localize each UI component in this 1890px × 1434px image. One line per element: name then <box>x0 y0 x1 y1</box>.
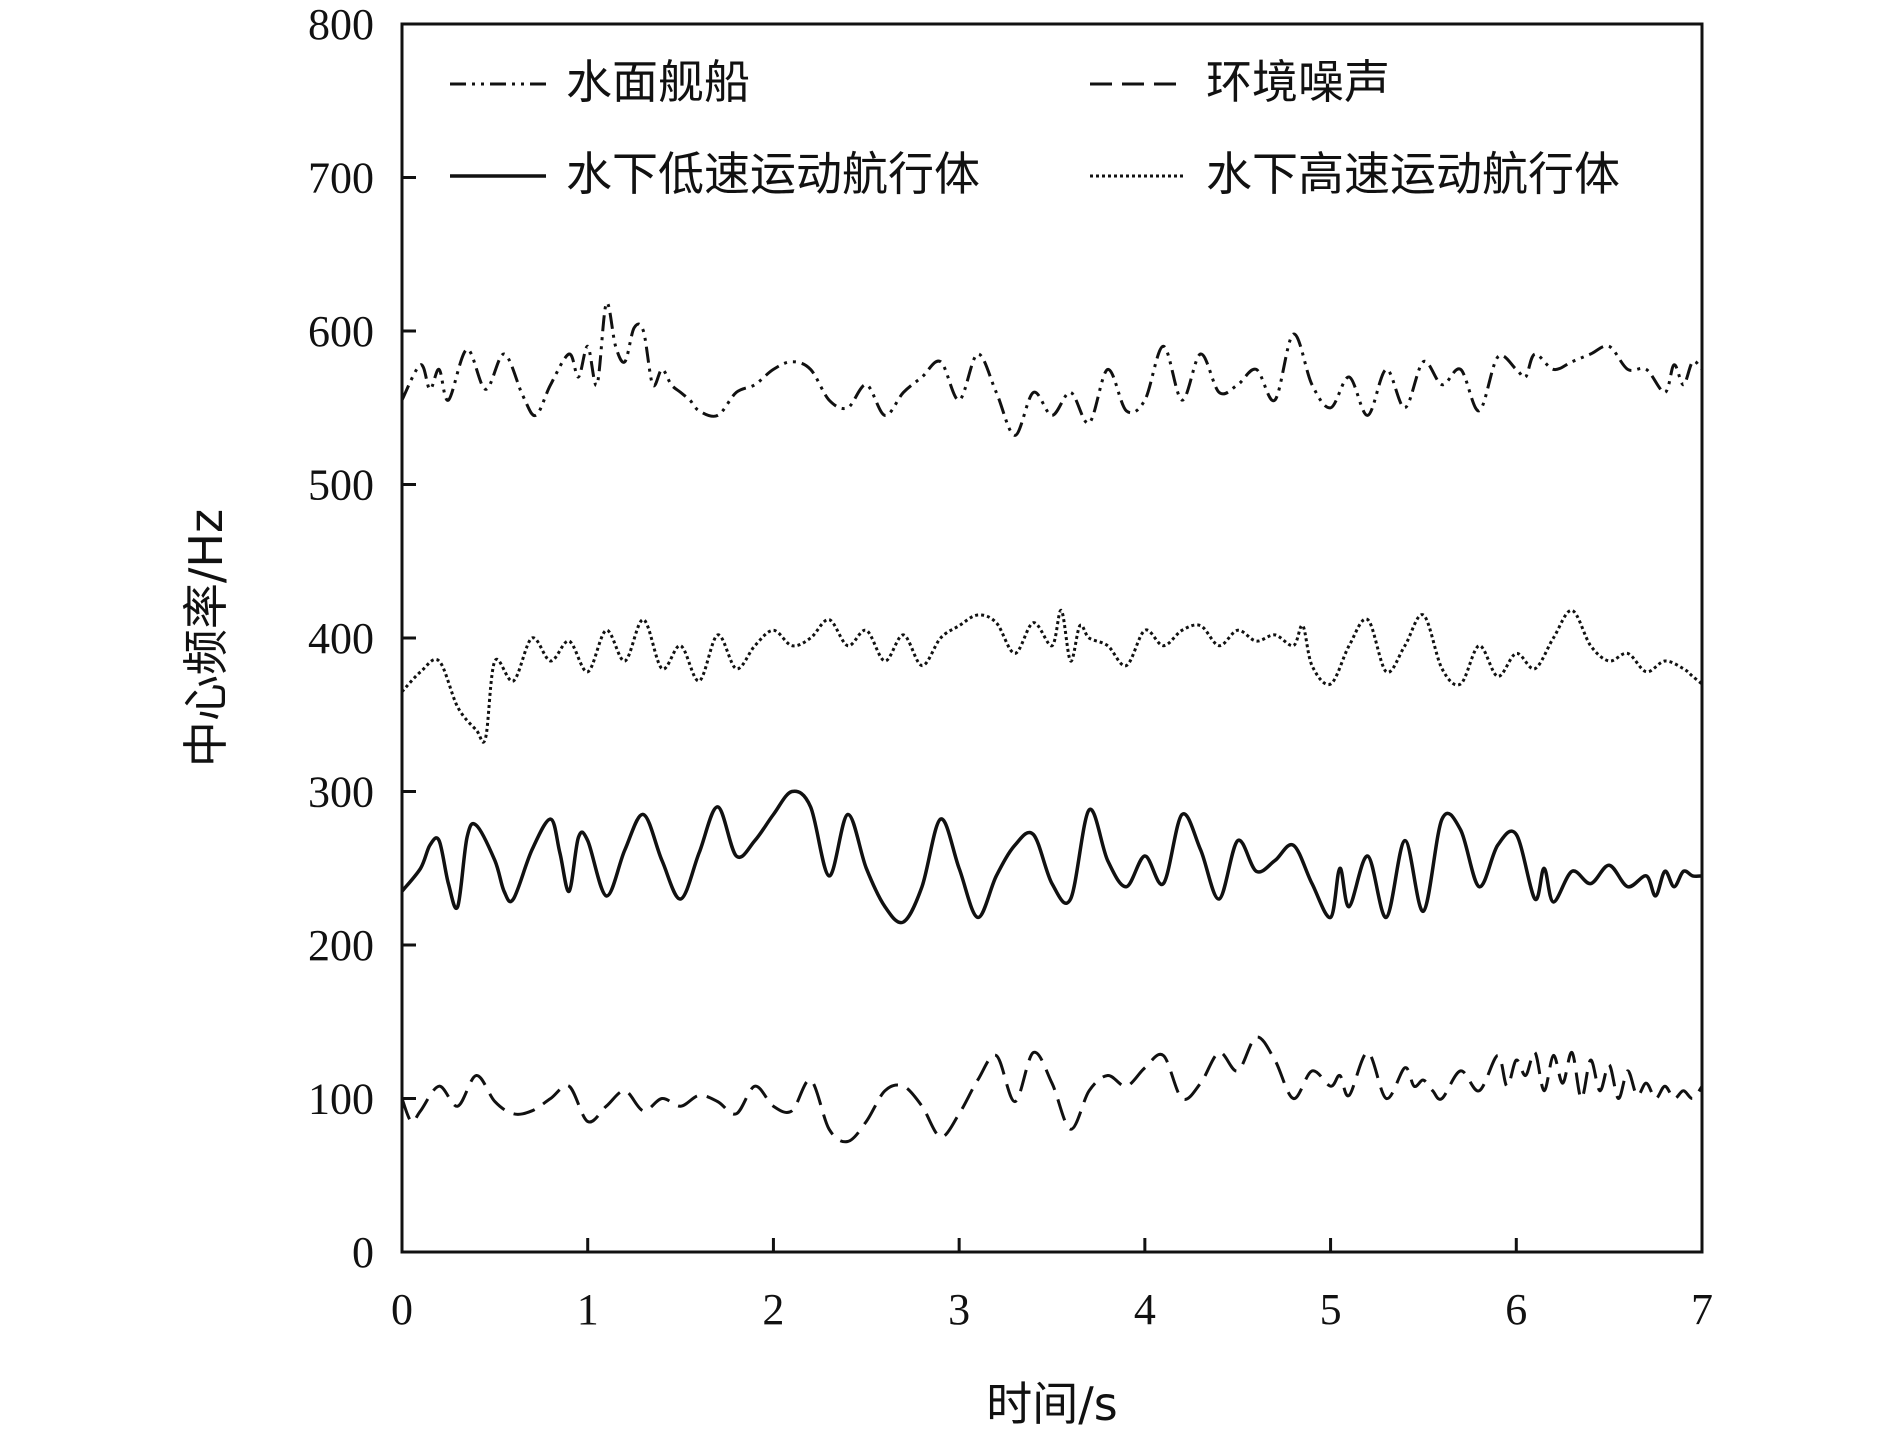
x-tick-label: 4 <box>1134 1285 1156 1334</box>
x-tick-label: 1 <box>577 1285 599 1334</box>
y-tick-label: 200 <box>308 921 374 970</box>
series-line-1 <box>400 1035 1704 1144</box>
series-line-3 <box>400 608 1703 744</box>
plot-frame <box>400 22 1704 1254</box>
x-tick-label: 0 <box>391 1285 413 1334</box>
y-tick-label: 800 <box>308 0 374 49</box>
x-tick-label: 2 <box>762 1285 784 1334</box>
legend-label-1: 环境噪声 <box>1206 55 1390 109</box>
legend-label-3: 水下高速运动航行体 <box>1206 147 1620 201</box>
ticks <box>400 22 1704 1254</box>
tick-labels: 0 1 2 3 4 5 6 7 0 100 200 300 400 500 600 700 800 <box>308 0 1713 1334</box>
legend-label-2: 水下低速运动航行体 <box>566 147 980 201</box>
y-tick-label: 0 <box>352 1228 374 1277</box>
x-tick-label: 6 <box>1505 1285 1527 1334</box>
x-axis-label: 时间/s <box>986 1377 1117 1431</box>
series-line-0 <box>400 301 1704 437</box>
x-tick-label: 7 <box>1691 1285 1713 1334</box>
x-tick-label: 5 <box>1320 1285 1342 1334</box>
y-axis-label: 中心频率/Hz <box>179 509 233 767</box>
series-lines <box>400 301 1704 1144</box>
y-tick-label: 300 <box>308 768 374 817</box>
y-tick-label: 700 <box>308 154 374 203</box>
y-tick-label: 600 <box>308 307 374 356</box>
series-line-2 <box>400 789 1703 925</box>
x-tick-label: 3 <box>948 1285 970 1334</box>
y-tick-label: 400 <box>308 614 374 663</box>
y-tick-label: 100 <box>308 1075 374 1124</box>
legend-label-0: 水面舰船 <box>566 55 750 109</box>
y-tick-label: 500 <box>308 461 374 510</box>
